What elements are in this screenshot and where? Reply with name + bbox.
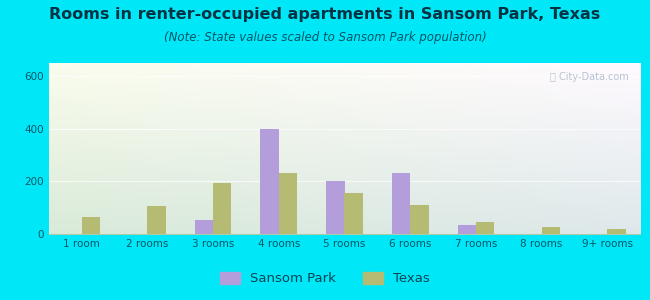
Bar [344, 193, 363, 234]
Bar [279, 173, 297, 234]
Text: (Note: State values scaled to Sansom Park population): (Note: State values scaled to Sansom Par… [164, 32, 486, 44]
Bar [261, 129, 279, 234]
Bar [148, 206, 166, 234]
Bar [326, 182, 344, 234]
Bar [392, 173, 410, 234]
Bar [541, 227, 560, 234]
Bar [82, 217, 100, 234]
Bar [410, 205, 428, 234]
Bar [213, 183, 231, 234]
Text: Rooms in renter-occupied apartments in Sansom Park, Texas: Rooms in renter-occupied apartments in S… [49, 8, 601, 22]
Text: ⓘ City-Data.com: ⓘ City-Data.com [550, 72, 629, 82]
Bar [476, 222, 495, 234]
Bar [607, 229, 626, 234]
Bar [194, 220, 213, 234]
Legend: Sansom Park, Texas: Sansom Park, Texas [215, 266, 435, 290]
Bar [458, 225, 476, 234]
